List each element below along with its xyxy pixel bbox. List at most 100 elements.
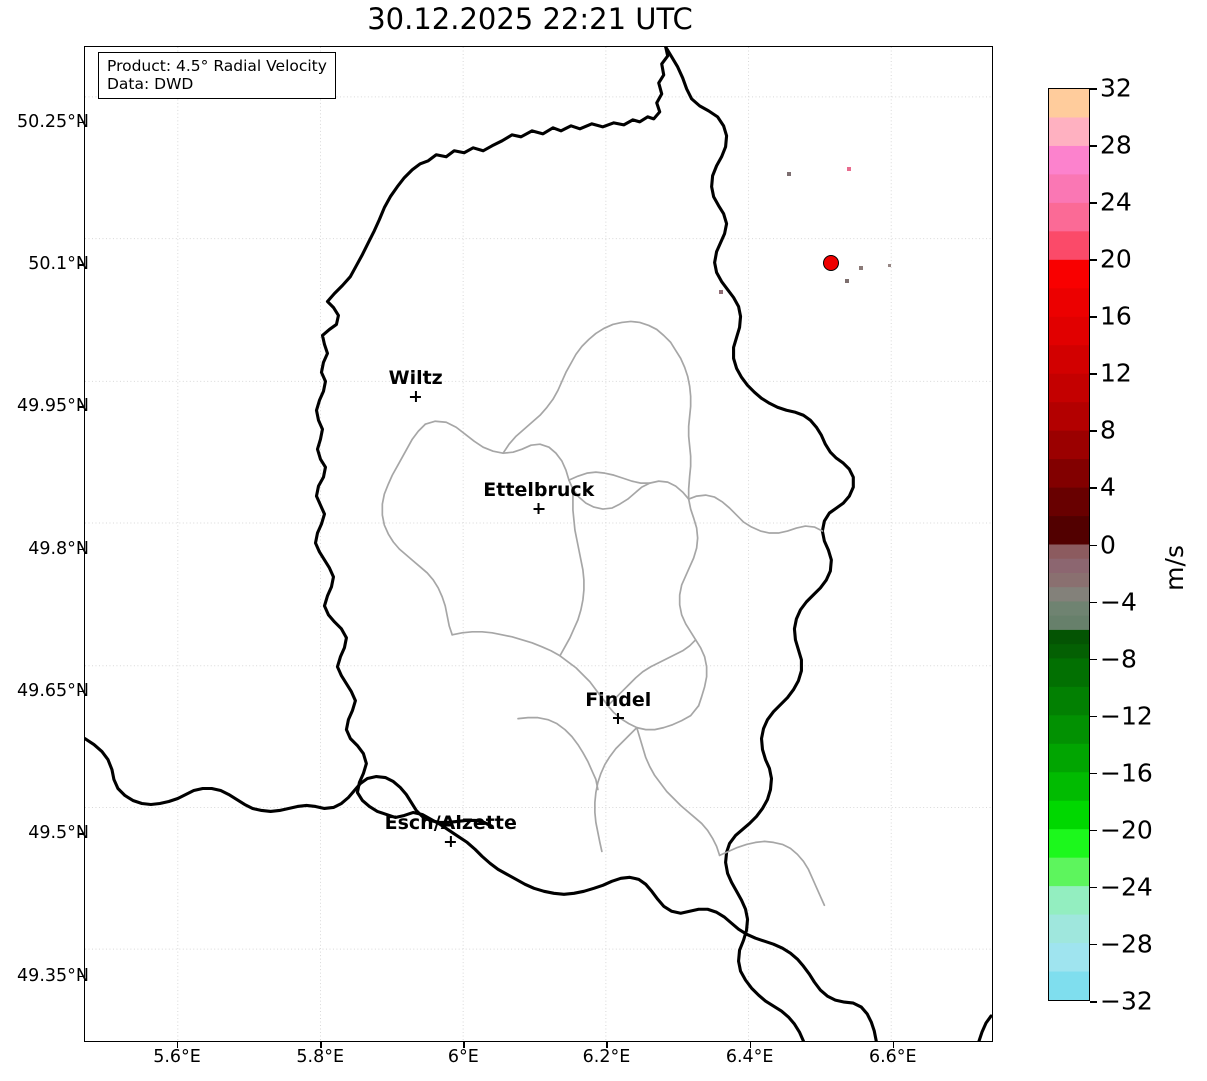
city-cross-marker-icon [612, 712, 624, 724]
x-axis-tick-label: 6°E [447, 1047, 479, 1067]
colorbar-tick-mark [1090, 886, 1097, 889]
colorbar-tick-label: −12 [1100, 701, 1153, 731]
colorbar-segment [1049, 886, 1089, 915]
colorbar-segment [1049, 202, 1089, 232]
belgium-france-border [85, 737, 494, 828]
x-axis-tick-mark [463, 1042, 465, 1048]
city-cross-marker-icon [533, 503, 545, 515]
colorbar-tick-mark [1090, 487, 1097, 489]
colorbar-segment [1049, 558, 1089, 574]
x-axis-tick-label: 6.2°E [582, 1047, 631, 1067]
colorbar-tick-label: 24 [1100, 187, 1132, 217]
colorbar-segment [1049, 345, 1089, 375]
city-label: Wiltz [388, 367, 443, 390]
colorbar-segment [1049, 117, 1089, 147]
colorbar-tick-label: −32 [1100, 986, 1153, 1016]
city-label: Esch/Alzette [384, 812, 517, 835]
colorbar-segment [1049, 89, 1089, 118]
y-axis-tick-mark [78, 833, 84, 835]
colorbar-tick-label: 20 [1100, 244, 1132, 274]
y-axis-tick-label: 50.25°N [17, 111, 89, 132]
radar-echo-pixel [718, 289, 723, 294]
colorbar-tick-label: 28 [1100, 130, 1132, 160]
city-ettelbruck[interactable]: Ettelbruck [483, 479, 594, 515]
colorbar-tick-mark [1090, 715, 1097, 718]
colorbar-tick-mark [1090, 259, 1097, 261]
map-gridlines [85, 47, 992, 1041]
colorbar-tick-label: 0 [1100, 530, 1116, 559]
colorbar-tick-mark [1090, 1001, 1097, 1003]
germany-border-north [977, 1014, 992, 1041]
colorbar[interactable] [1048, 88, 1090, 1001]
canton-boundaries [381, 320, 826, 907]
radar-echo-pixel [844, 279, 849, 284]
colorbar-tick-label: 8 [1100, 415, 1116, 445]
colorbar-segment [1049, 601, 1089, 617]
info-data-line: Data: DWD [107, 75, 194, 94]
city-label: Findel [585, 688, 652, 711]
colorbar-tick-mark [1090, 430, 1097, 432]
x-axis-tick-mark [749, 1042, 752, 1048]
colorbar-segment [1049, 487, 1089, 517]
colorbar-tick-label: −4 [1100, 587, 1137, 617]
map-canvas[interactable]: Product: 4.5° Radial Velocity Data: DWD … [84, 46, 993, 1042]
colorbar-segment [1049, 373, 1089, 403]
page-title: 30.12.2025 22:21 UTC [367, 2, 693, 36]
colorbar-segment [1049, 572, 1089, 588]
x-axis-tick-mark [177, 1042, 179, 1048]
colorbar-segment [1049, 743, 1089, 773]
y-axis-tick-label: 49.95°N [17, 396, 89, 417]
y-axis-tick-label: 49.65°N [17, 681, 89, 702]
city-esch-alzette[interactable]: Esch/Alzette [384, 812, 517, 848]
colorbar-unit-label: m/s [1160, 545, 1189, 591]
colorbar-tick-label: −24 [1100, 872, 1153, 902]
x-axis-tick-label: 6.6°E [868, 1047, 917, 1067]
colorbar-tick-label: 16 [1100, 301, 1132, 331]
colorbar-tick-mark [1090, 316, 1097, 318]
y-axis-tick-mark [78, 264, 84, 266]
colorbar-tick-mark [1090, 943, 1097, 946]
x-axis-tick-label: 5.6°E [153, 1047, 201, 1067]
y-axis-tick-mark [78, 691, 84, 693]
colorbar-tick-label: −16 [1100, 758, 1153, 788]
colorbar-segment [1049, 686, 1089, 716]
y-axis-tick-label: 49.35°N [17, 965, 89, 986]
colorbar-tick-mark [1090, 658, 1097, 661]
colorbar-tick-label: 32 [1100, 73, 1132, 103]
colorbar-segment [1049, 516, 1089, 545]
y-axis-tick-label: 49.8°N [28, 538, 89, 559]
colorbar-tick-mark [1090, 772, 1097, 775]
x-axis-tick-label: 5.8°E [296, 1047, 345, 1067]
radar-echo-pixel [858, 266, 863, 271]
radar-echo-primary [822, 255, 839, 272]
colorbar-tick-label: −28 [1100, 929, 1153, 959]
colorbar-segment [1049, 288, 1089, 318]
colorbar-segment [1049, 971, 1089, 1000]
colorbar-tick-label: −8 [1100, 644, 1137, 674]
y-axis-tick-mark [78, 548, 84, 551]
city-findel[interactable]: Findel [585, 689, 651, 724]
x-axis-tick-mark [606, 1042, 608, 1048]
x-axis-tick-mark [320, 1042, 322, 1048]
y-axis-tick-mark [78, 121, 84, 124]
colorbar-tick-mark [1090, 202, 1097, 204]
colorbar-segment [1049, 459, 1089, 488]
colorbar-segment [1049, 544, 1089, 560]
colorbar-segment [1049, 174, 1089, 204]
colorbar-tick-mark [1090, 544, 1097, 546]
luxembourg-east-border [664, 47, 855, 1041]
colorbar-segment [1049, 402, 1089, 432]
colorbar-segment [1049, 629, 1089, 645]
city-cross-marker-icon [410, 391, 422, 403]
colorbar-segment [1049, 587, 1089, 602]
y-axis-tick-mark [78, 975, 84, 977]
colorbar-segment [1049, 644, 1089, 659]
radar-echo-pixel [846, 167, 851, 172]
colorbar-gradient [1049, 89, 1089, 1000]
city-wiltz[interactable]: Wiltz [388, 367, 443, 403]
colorbar-segment [1049, 800, 1089, 830]
info-legend-box: Product: 4.5° Radial Velocity Data: DWD [98, 52, 336, 100]
city-cross-marker-icon [445, 836, 457, 848]
colorbar-segment [1049, 715, 1089, 745]
colorbar-tick-mark [1090, 373, 1097, 375]
